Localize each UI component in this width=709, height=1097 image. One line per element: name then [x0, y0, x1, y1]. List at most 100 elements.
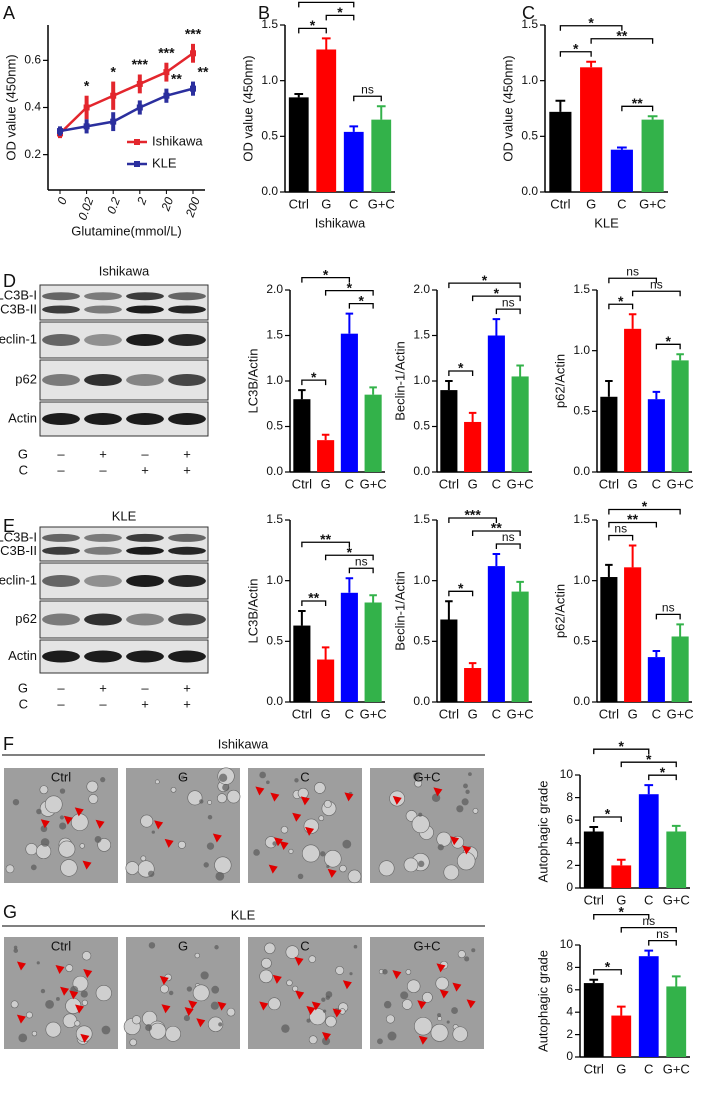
- vacuole: [207, 799, 213, 805]
- error-bar: [616, 858, 626, 866]
- organelle: [59, 822, 67, 830]
- bar: [317, 440, 335, 472]
- blot-band: [126, 613, 164, 626]
- organelle: [326, 864, 330, 869]
- significance-label: ns: [656, 927, 669, 941]
- y-tick-label: 2: [566, 1027, 573, 1041]
- significance-label: **: [198, 63, 209, 79]
- bar: [371, 119, 392, 192]
- significance-bracket: [301, 277, 351, 283]
- blot-band: [42, 650, 80, 663]
- organelle: [55, 997, 60, 1001]
- bar: [638, 794, 659, 888]
- error-bar: [376, 105, 386, 120]
- treatment-sign: –: [99, 696, 107, 711]
- blot-band: [168, 575, 206, 587]
- x-tick-label: C: [644, 1061, 653, 1076]
- significance-bracket: [593, 969, 622, 975]
- treatment-label: C: [19, 696, 28, 711]
- x-tick-label: 2: [134, 195, 150, 207]
- point: [110, 92, 117, 99]
- treatment-sign: +: [183, 446, 191, 461]
- arrowhead: [184, 1007, 194, 1017]
- blot-band: [168, 413, 206, 425]
- significance-bracket: [353, 95, 382, 102]
- organelle: [321, 997, 326, 1002]
- arrowhead: [40, 819, 50, 829]
- significance-bracket: [471, 295, 521, 302]
- blot-band: [42, 613, 80, 626]
- blot-band: [84, 334, 122, 346]
- arrowhead: [462, 845, 472, 855]
- y-tick-label: 2.0: [266, 282, 283, 296]
- treatment-sign: –: [141, 446, 149, 461]
- arrowhead: [188, 1000, 198, 1010]
- significance-bracket: [593, 913, 650, 920]
- significance-label: **: [616, 27, 627, 43]
- blot-band: [42, 413, 80, 425]
- bar: [364, 394, 382, 472]
- organelle: [30, 864, 37, 871]
- y-tick-label: 1.0: [266, 373, 283, 387]
- arrowhead: [212, 833, 222, 843]
- significance-label: *: [666, 333, 672, 349]
- vacuole: [297, 787, 309, 799]
- bar: [340, 333, 358, 472]
- vacuole: [81, 999, 88, 1006]
- significance-label: *: [310, 17, 316, 33]
- micrograph-label: G+C: [413, 938, 440, 953]
- error-bar: [605, 563, 613, 578]
- vacuole: [39, 785, 49, 795]
- x-tick-label: C: [617, 196, 626, 211]
- significance-bracket: [648, 774, 677, 781]
- bar: [600, 396, 618, 472]
- organelle: [320, 851, 326, 857]
- significance-label: ns: [626, 264, 639, 278]
- blot-band: [126, 650, 164, 663]
- significance-bracket: [348, 303, 374, 309]
- error-bar: [586, 60, 596, 68]
- error-bar: [298, 610, 306, 626]
- blot-row-label: Actin: [8, 410, 37, 425]
- organelle: [322, 1037, 331, 1046]
- y-tick-label: 1.0: [521, 73, 538, 87]
- significance-bracket: [324, 290, 374, 296]
- error-bar: [671, 824, 681, 832]
- blot-band: [84, 292, 122, 301]
- significance-bracket: [590, 38, 654, 44]
- significance-label: ns: [502, 295, 515, 309]
- error-bar: [644, 784, 654, 795]
- vacuole: [308, 955, 317, 963]
- blot-band: [126, 546, 164, 555]
- vacuole: [79, 843, 85, 849]
- bar: [288, 97, 309, 192]
- vacuole: [457, 851, 476, 871]
- vacuole: [217, 793, 227, 804]
- bar: [671, 636, 689, 702]
- significance-bracket: [495, 308, 521, 315]
- point: [83, 123, 90, 130]
- significance-label: *: [642, 498, 648, 514]
- y-tick-label: 10: [560, 767, 574, 781]
- blot-band: [126, 292, 164, 301]
- bar: [600, 577, 618, 702]
- legend-marker: [134, 161, 140, 167]
- significance-bracket: [348, 567, 374, 574]
- y-tick-label: 0.6: [24, 53, 41, 67]
- y-tick-label: 8: [566, 960, 573, 974]
- arrowhead: [272, 974, 282, 984]
- y-tick-label: 1.0: [413, 573, 430, 587]
- vacuole: [457, 950, 466, 959]
- vacuole: [443, 864, 460, 881]
- significance-bracket: [448, 590, 474, 597]
- organelle: [101, 1025, 111, 1035]
- x-tick-label: Ctrl: [439, 476, 459, 491]
- y-tick-label: 0.0: [521, 184, 538, 198]
- x-tick-label: 0: [54, 195, 70, 206]
- vacuole: [97, 838, 111, 852]
- significance-label: *: [619, 903, 625, 919]
- vacuole: [347, 869, 362, 884]
- organelle: [222, 783, 230, 792]
- arrowhead: [279, 840, 289, 850]
